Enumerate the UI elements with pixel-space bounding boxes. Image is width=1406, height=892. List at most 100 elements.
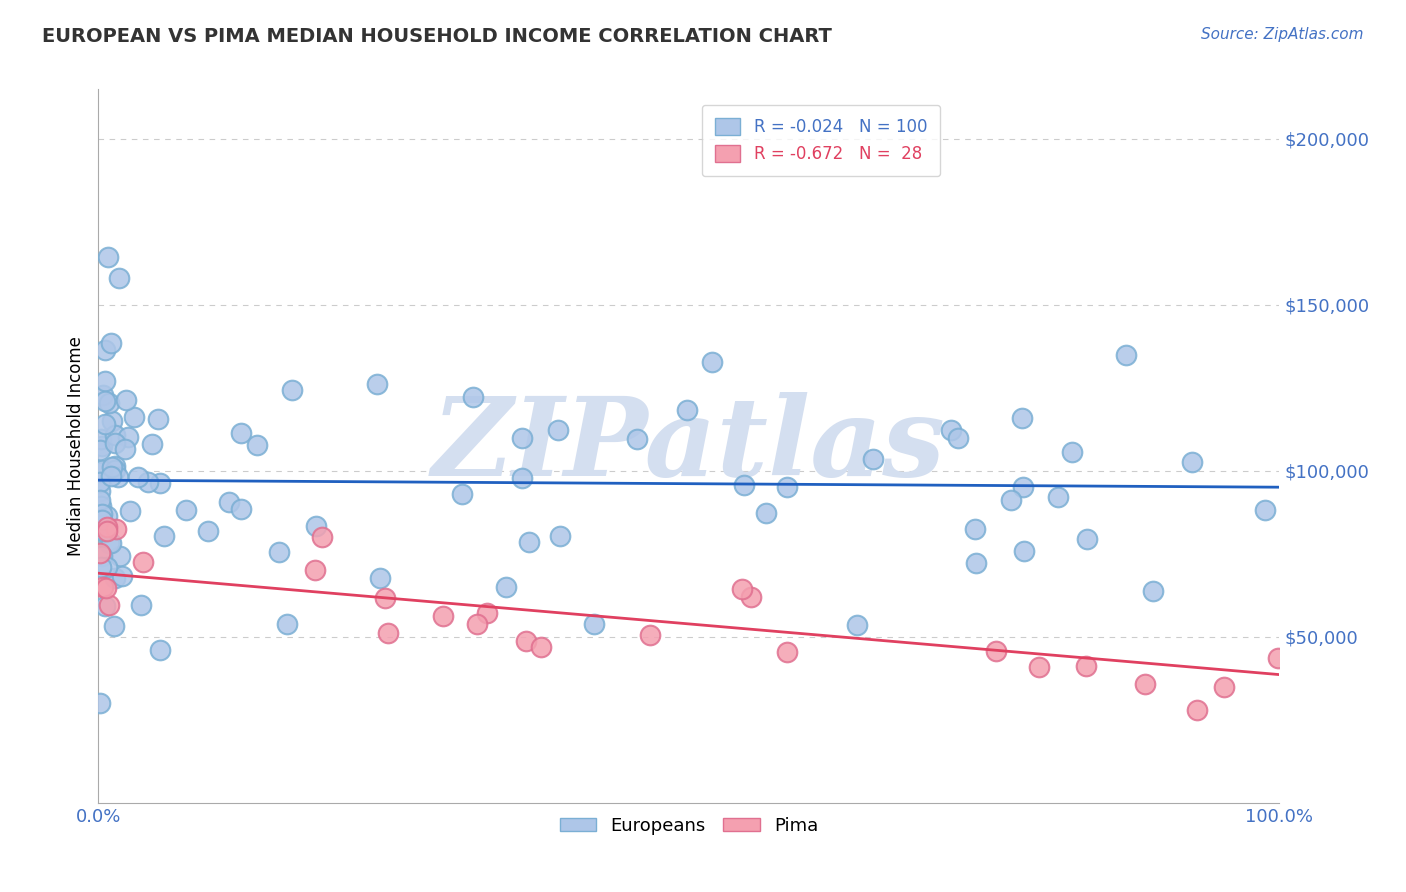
Point — [862, 452, 884, 467]
Point — [98, 396, 121, 410]
Point — [90, 560, 112, 574]
Point — [114, 442, 136, 456]
Point — [776, 480, 799, 494]
Point — [89, 484, 111, 499]
Point — [94, 393, 117, 408]
Point — [174, 503, 197, 517]
Point — [276, 616, 298, 631]
Point — [90, 507, 112, 521]
Point — [127, 470, 149, 484]
Text: EUROPEAN VS PIMA MEDIAN HOUSEHOLD INCOME CORRELATION CHART: EUROPEAN VS PIMA MEDIAN HOUSEHOLD INCOME… — [42, 27, 832, 45]
Point — [1115, 348, 1137, 362]
Point — [149, 643, 172, 657]
Point — [108, 270, 131, 285]
Point — [1142, 583, 1164, 598]
Point — [1011, 480, 1033, 494]
Point — [197, 524, 219, 538]
Point — [97, 535, 120, 549]
Point — [304, 563, 326, 577]
Point — [107, 469, 129, 483]
Point — [104, 436, 127, 450]
Text: Source: ZipAtlas.com: Source: ZipAtlas.com — [1201, 27, 1364, 42]
Point — [1133, 676, 1156, 690]
Y-axis label: Median Household Income: Median Household Income — [66, 336, 84, 556]
Point — [100, 335, 122, 350]
Point — [110, 549, 132, 563]
Point — [111, 569, 134, 583]
Point — [755, 507, 778, 521]
Point — [495, 580, 517, 594]
Point — [104, 458, 127, 473]
Point — [91, 581, 114, 595]
Point — [582, 617, 605, 632]
Point — [152, 529, 174, 543]
Point — [117, 430, 139, 444]
Point — [965, 556, 987, 570]
Point — [103, 619, 125, 633]
Point — [229, 501, 252, 516]
Point — [141, 437, 163, 451]
Point — [94, 374, 117, 388]
Point — [451, 487, 474, 501]
Point — [100, 535, 122, 549]
Point — [94, 599, 117, 613]
Point — [638, 628, 661, 642]
Point — [370, 571, 392, 585]
Point — [1028, 660, 1050, 674]
Point — [939, 423, 962, 437]
Point — [93, 524, 115, 538]
Point — [100, 414, 122, 428]
Point — [267, 544, 290, 558]
Point — [120, 504, 142, 518]
Point — [700, 355, 723, 369]
Point — [91, 388, 114, 402]
Point — [1185, 703, 1208, 717]
Point — [1254, 503, 1277, 517]
Point — [432, 608, 454, 623]
Point — [311, 530, 333, 544]
Point — [93, 343, 115, 358]
Point — [731, 582, 754, 596]
Point — [475, 607, 498, 621]
Point — [89, 545, 111, 559]
Point — [90, 465, 112, 479]
Point — [90, 433, 112, 447]
Point — [139, 65, 162, 79]
Point — [89, 442, 111, 457]
Point — [1181, 455, 1204, 469]
Point — [89, 523, 111, 537]
Point — [676, 403, 699, 417]
Point — [510, 471, 533, 485]
Legend: Europeans, Pima: Europeans, Pima — [551, 807, 827, 844]
Point — [149, 476, 172, 491]
Point — [103, 463, 125, 477]
Point — [776, 645, 799, 659]
Point — [129, 598, 152, 612]
Point — [96, 524, 118, 539]
Point — [91, 439, 114, 453]
Point — [229, 426, 252, 441]
Point — [136, 475, 159, 489]
Point — [146, 411, 169, 425]
Point — [1213, 680, 1236, 694]
Point — [91, 549, 114, 563]
Point — [530, 640, 553, 654]
Point — [91, 463, 114, 477]
Point — [218, 495, 240, 509]
Point — [105, 522, 128, 536]
Point — [280, 384, 302, 398]
Point — [740, 591, 762, 605]
Point — [132, 556, 155, 570]
Point — [515, 634, 537, 648]
Point — [626, 432, 648, 446]
Point — [1000, 493, 1022, 508]
Point — [548, 529, 571, 543]
Point — [93, 417, 115, 432]
Point — [733, 478, 755, 492]
Point — [512, 431, 534, 445]
Point — [1011, 411, 1033, 425]
Point — [89, 696, 111, 710]
Point — [89, 475, 111, 489]
Text: ZIPatlas: ZIPatlas — [432, 392, 946, 500]
Point — [122, 410, 145, 425]
